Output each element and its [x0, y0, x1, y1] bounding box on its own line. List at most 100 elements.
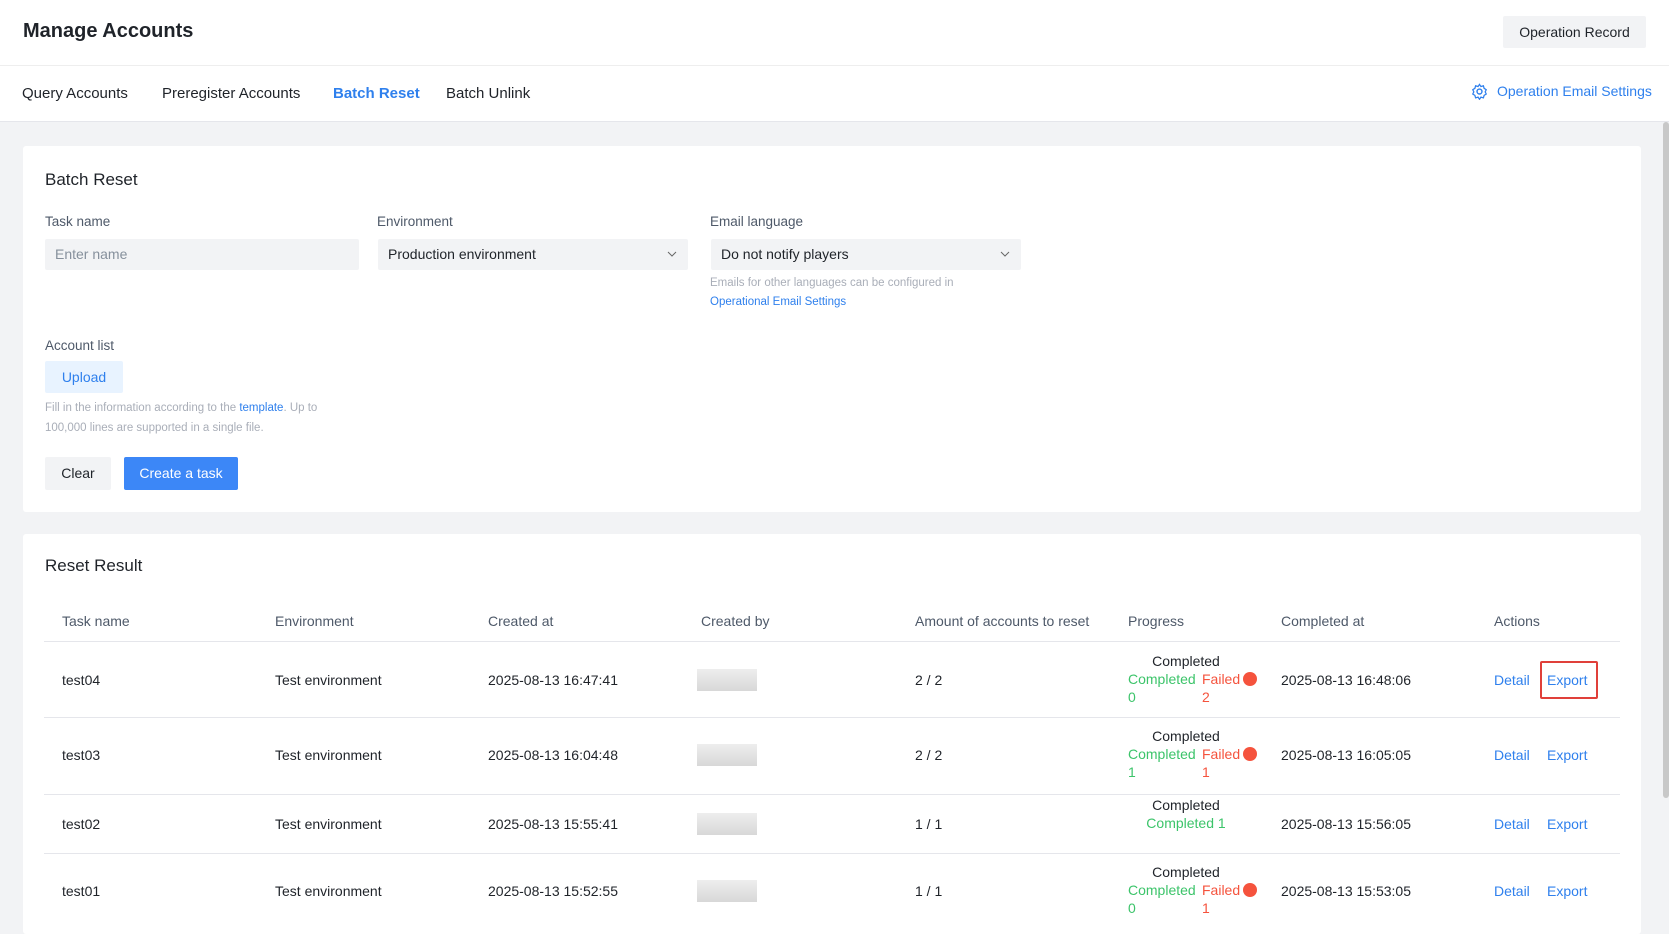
tab[interactable]: Batch Unlink — [446, 85, 531, 102]
tab[interactable]: Query Accounts — [22, 85, 128, 102]
failed-count: 1 — [1202, 900, 1210, 916]
column-header: Completed at — [1281, 613, 1365, 629]
amount: 1 / 1 — [915, 883, 943, 899]
hint: Fill in the information according to the — [45, 402, 237, 414]
results-title: Reset Result — [45, 556, 143, 575]
action-link[interactable]: Detail — [1494, 747, 1530, 763]
create-button[interactable]: Create a task — [124, 457, 238, 490]
chevron — [1000, 251, 1010, 257]
results-card — [23, 534, 1641, 934]
page-title: Manage Accounts — [23, 20, 194, 42]
completed-label: Completed — [1128, 746, 1196, 762]
highlight-box — [1540, 661, 1598, 699]
created-at: 2025-08-13 16:04:48 — [488, 747, 618, 763]
blurred-user — [697, 744, 757, 766]
action-link[interactable]: Detail — [1494, 816, 1530, 832]
completed-at: 2025-08-13 15:56:05 — [1281, 816, 1411, 832]
failed-label: Failed — [1202, 746, 1241, 762]
amount: 1 / 1 — [915, 816, 943, 832]
row-divider — [44, 717, 1620, 718]
completed-label: Completed — [1128, 671, 1196, 687]
blurred-user — [697, 880, 757, 902]
email-language-select[interactable]: Do not notify players — [711, 239, 1021, 270]
task-name-input[interactable]: Enter name — [45, 239, 359, 270]
scrollbar — [1663, 122, 1669, 798]
task-name: test03 — [62, 747, 101, 763]
action-link[interactable]: Export — [1547, 672, 1588, 688]
divider — [44, 641, 1620, 642]
column-header: Environment — [275, 613, 354, 629]
info-icon — [1243, 672, 1257, 686]
form-title: Batch Reset — [45, 170, 138, 189]
settings-link[interactable]: Operation Email Settings — [1497, 83, 1652, 99]
completed-count: 1 — [1217, 815, 1226, 831]
column-header: Amount of accounts to reset — [915, 613, 1090, 629]
amount: 2 / 2 — [915, 747, 943, 763]
label: Account list — [45, 338, 115, 353]
completed-count: 0 — [1128, 900, 1136, 916]
label: Email language — [710, 214, 804, 229]
form-card — [23, 146, 1641, 512]
failed-label: Failed — [1202, 882, 1241, 898]
completed-at: 2025-08-13 16:48:06 — [1281, 672, 1411, 688]
column-header: Actions — [1494, 613, 1540, 629]
row-divider — [44, 853, 1620, 854]
completed-count: 1 — [1128, 764, 1136, 780]
environment: Test environment — [275, 883, 382, 899]
created-at: 2025-08-13 15:52:55 — [488, 883, 618, 899]
blurred-user — [697, 813, 757, 835]
hint: Emails for other languages can be config… — [710, 277, 954, 289]
hint-link[interactable]: Operational Email Settings — [710, 296, 847, 308]
tab-bar — [0, 66, 1669, 122]
environment: Test environment — [275, 816, 382, 832]
failed-label: Failed — [1202, 671, 1241, 687]
action-link[interactable]: Export — [1547, 747, 1588, 763]
chevron — [667, 251, 677, 257]
column-header: Created at — [488, 613, 554, 629]
column-header: Task name — [62, 613, 130, 629]
settings-icon — [1471, 83, 1488, 100]
completed-label: Completed — [1146, 815, 1214, 831]
action-link[interactable]: Detail — [1494, 672, 1530, 688]
info-icon — [1243, 883, 1257, 897]
hint: . Up to 100,000 lines are supported in a… — [45, 402, 318, 434]
progress-status: Completed — [1152, 653, 1220, 669]
label: Task name — [45, 214, 111, 229]
row-divider — [44, 794, 1620, 795]
upload-hint: Fill in the information according to the… — [45, 398, 345, 438]
blurred-user — [697, 669, 757, 691]
task-name: test02 — [62, 816, 101, 832]
completed-at: 2025-08-13 16:05:05 — [1281, 747, 1411, 763]
header-bar — [0, 0, 1669, 66]
action-link[interactable]: Export — [1547, 816, 1588, 832]
action-link[interactable]: Detail — [1494, 883, 1530, 899]
failed-count: 2 — [1202, 689, 1210, 705]
completed-count: 0 — [1128, 689, 1136, 705]
upload-button[interactable]: Upload — [45, 361, 123, 393]
created-at: 2025-08-13 15:55:41 — [488, 816, 618, 832]
tab[interactable]: Preregister Accounts — [162, 85, 301, 102]
info-icon — [1243, 747, 1257, 761]
operation-record-button[interactable]: Operation Record — [1503, 16, 1646, 48]
progress-status: Completed — [1152, 864, 1220, 880]
action-link[interactable]: Export — [1547, 883, 1588, 899]
clear-button[interactable]: Clear — [45, 457, 111, 490]
environment: Test environment — [275, 747, 382, 763]
completed-at: 2025-08-13 15:53:05 — [1281, 883, 1411, 899]
failed-count: 1 — [1202, 764, 1210, 780]
completed-label: Completed — [1128, 882, 1196, 898]
amount: 2 / 2 — [915, 672, 943, 688]
column-header: Progress — [1128, 613, 1185, 629]
environment: Test environment — [275, 672, 382, 688]
template-link[interactable]: template — [239, 402, 284, 414]
progress-status: Completed — [1152, 797, 1220, 813]
task-name: test01 — [62, 883, 101, 899]
column-header: Created by — [701, 613, 770, 629]
created-at: 2025-08-13 16:47:41 — [488, 672, 618, 688]
progress-status: Completed — [1152, 728, 1220, 744]
tab[interactable]: Batch Reset — [333, 85, 420, 102]
label: Environment — [377, 214, 453, 229]
completed-line: Completed 1 — [1110, 815, 1262, 831]
environment-select[interactable]: Production environment — [378, 239, 688, 270]
